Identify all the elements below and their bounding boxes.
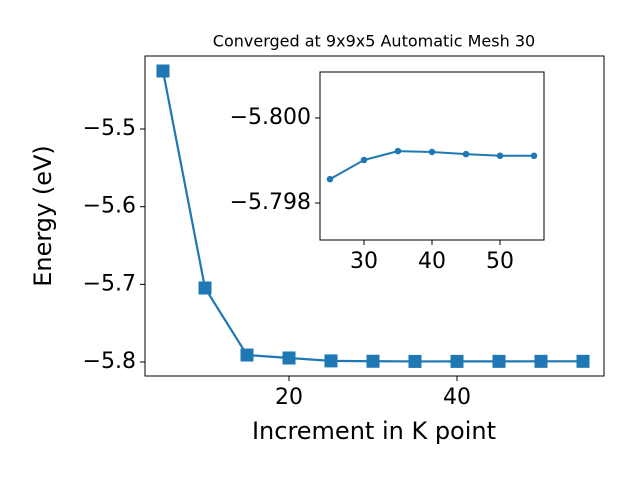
marker xyxy=(326,175,334,183)
x-tick-label: 40 xyxy=(443,385,471,410)
marker xyxy=(282,351,296,365)
marker xyxy=(240,348,254,362)
marker xyxy=(324,354,338,368)
marker xyxy=(492,354,506,368)
marker xyxy=(360,156,368,164)
marker xyxy=(450,354,464,368)
marker xyxy=(408,354,422,368)
x-axis-label: Increment in K point xyxy=(252,417,496,445)
x-tick-label: 50 xyxy=(486,249,514,274)
y-tick-label: −5.6 xyxy=(83,194,136,219)
y-tick-label: −5.8 xyxy=(83,349,136,374)
marker xyxy=(496,152,504,160)
x-tick-label: 40 xyxy=(418,249,446,274)
x-tick-label: 30 xyxy=(350,249,378,274)
marker xyxy=(462,150,470,158)
marker xyxy=(198,281,212,295)
x-tick-label: 20 xyxy=(275,385,303,410)
marker xyxy=(428,148,436,156)
marker xyxy=(530,152,538,160)
chart-title: Converged at 9x9x5 Automatic Mesh 30 xyxy=(213,32,535,51)
marker xyxy=(156,64,170,78)
marker xyxy=(534,354,548,368)
y-tick-label: −5.5 xyxy=(83,116,136,141)
marker xyxy=(394,147,402,155)
y-tick-label: −5.798 xyxy=(230,190,311,215)
y-axis-label: Energy (eV) xyxy=(29,145,57,287)
y-tick-label: −5.7 xyxy=(83,271,136,296)
y-tick-label: −5.800 xyxy=(230,105,311,130)
marker xyxy=(576,354,590,368)
marker xyxy=(366,354,380,368)
